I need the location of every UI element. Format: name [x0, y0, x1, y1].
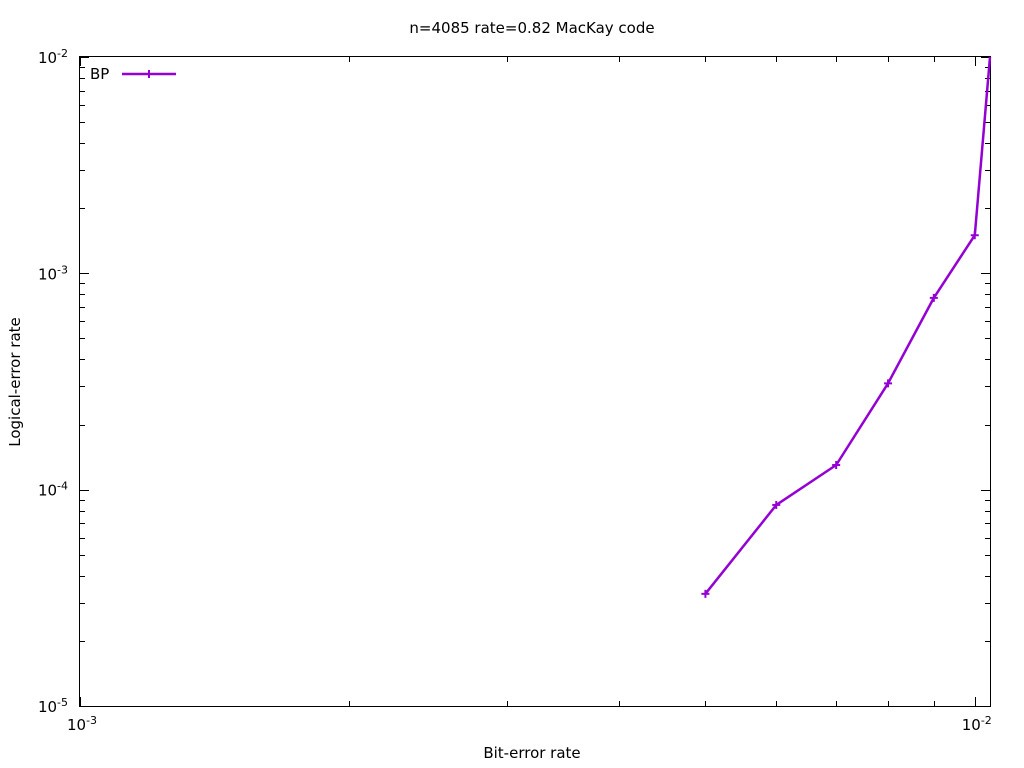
legend-marker-plus — [145, 70, 153, 78]
axis-tick-labels: 10-3 10-2 10-5 10-4 10-3 10-2 — [38, 47, 992, 734]
x-tick-label: 10-2 — [962, 714, 992, 734]
data-point — [929, 293, 938, 302]
legend-entry-label: BP — [90, 65, 109, 83]
y-tick-label: 10-2 — [38, 47, 68, 67]
series-group — [701, 56, 992, 598]
chart-title: n=4085 rate=0.82 MacKay code — [409, 19, 654, 37]
data-point — [701, 589, 710, 598]
y-tick-label: 10-5 — [38, 696, 68, 716]
data-point — [772, 500, 781, 509]
axis-ticks — [80, 57, 990, 707]
data-point — [970, 231, 979, 240]
y-tick-label: 10-3 — [38, 263, 68, 283]
x-tick-label: 10-3 — [67, 714, 97, 734]
plot-frame — [79, 56, 991, 707]
data-point — [884, 379, 893, 388]
x-axis-label: Bit-error rate — [483, 744, 580, 762]
series-line-bp — [704, 56, 992, 595]
legend: BP — [90, 65, 176, 83]
y-tick-label: 10-4 — [38, 480, 68, 500]
legend-marker — [145, 70, 153, 78]
data-point — [832, 461, 841, 470]
y-axis-label: Logical-error rate — [6, 317, 24, 447]
